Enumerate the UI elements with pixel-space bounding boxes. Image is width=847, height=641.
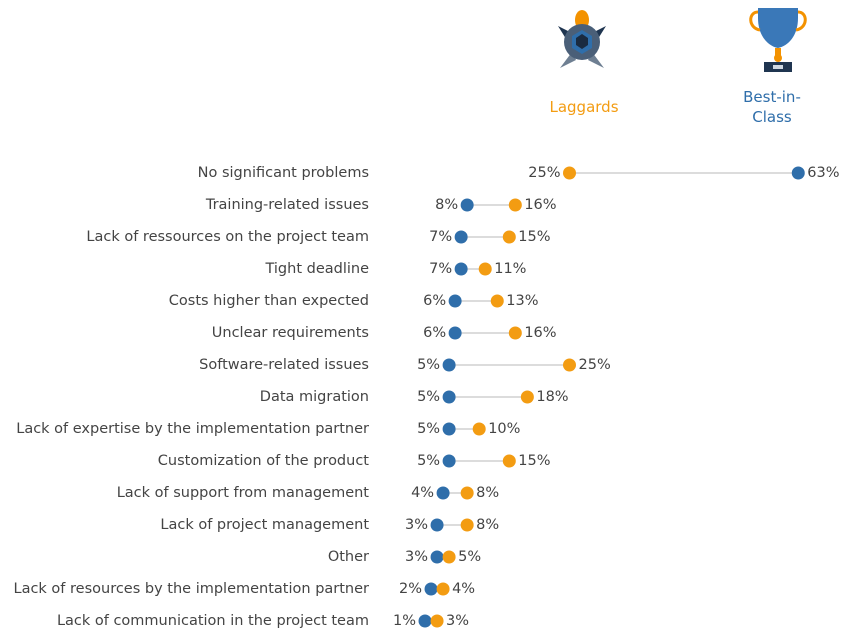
value-label: 4% — [452, 581, 475, 597]
value-label: 15% — [518, 229, 550, 245]
trophy-icon — [749, 8, 807, 72]
dot — [436, 486, 450, 500]
dot — [502, 454, 516, 468]
category-label: Customization of the product — [158, 453, 370, 469]
value-label: 25% — [579, 357, 611, 373]
category-label: Data migration — [260, 389, 369, 405]
legend-label: Laggards — [549, 98, 619, 116]
dot — [472, 422, 486, 436]
dot — [448, 326, 462, 340]
category-label: Lack of resources by the implementation … — [13, 581, 369, 597]
category-label: Lack of project management — [160, 517, 369, 533]
dot — [442, 422, 456, 436]
category-label: Training-related issues — [205, 197, 369, 213]
value-label: 5% — [458, 549, 481, 565]
value-label: 2% — [399, 581, 422, 597]
value-label: 16% — [524, 325, 556, 341]
category-label: Lack of communication in the project tea… — [57, 613, 369, 629]
dot — [436, 582, 450, 596]
dot — [442, 454, 456, 468]
dot — [460, 486, 474, 500]
dot — [520, 390, 534, 404]
value-label: 10% — [488, 421, 520, 437]
category-label: Lack of expertise by the implementation … — [16, 421, 369, 437]
value-label: 5% — [417, 453, 440, 469]
dot — [430, 518, 444, 532]
dot — [424, 582, 438, 596]
dot — [442, 358, 456, 372]
value-label: 63% — [807, 165, 839, 181]
value-label: 5% — [417, 421, 440, 437]
legend-label: Best-in-Class — [743, 88, 801, 126]
dot — [563, 166, 576, 180]
category-label: Lack of support from management — [117, 485, 370, 501]
dot — [460, 198, 474, 212]
value-label: 3% — [405, 517, 428, 533]
dot — [430, 550, 444, 564]
dot — [442, 550, 456, 564]
turtle-icon — [558, 10, 606, 68]
category-label: Other — [328, 549, 369, 565]
value-label: 15% — [518, 453, 550, 469]
value-label: 11% — [494, 261, 526, 277]
dot — [442, 390, 456, 404]
category-label: Unclear requirements — [212, 325, 369, 341]
dot — [490, 294, 504, 308]
dot — [454, 230, 468, 244]
value-label: 7% — [429, 261, 452, 277]
dot — [418, 614, 432, 628]
value-label: 16% — [524, 197, 556, 213]
dot — [448, 294, 462, 308]
value-label: 4% — [411, 485, 434, 501]
dot — [454, 262, 468, 276]
value-label: 5% — [417, 357, 440, 373]
value-label: 6% — [423, 293, 446, 309]
dot — [478, 262, 492, 276]
dot — [563, 358, 576, 372]
category-label: Tight deadline — [264, 261, 369, 277]
value-label: 18% — [536, 389, 568, 405]
value-label: 1% — [393, 613, 416, 629]
dot — [502, 230, 516, 244]
value-label: 5% — [417, 389, 440, 405]
dot — [460, 518, 474, 532]
value-label: 7% — [429, 229, 452, 245]
dot — [791, 166, 805, 180]
value-label: 3% — [405, 549, 428, 565]
value-label: 8% — [476, 485, 499, 501]
dot — [508, 326, 522, 340]
value-label: 3% — [446, 613, 469, 629]
category-label: Software-related issues — [199, 357, 369, 373]
value-label: 8% — [476, 517, 499, 533]
value-label: 13% — [506, 293, 538, 309]
value-label: 8% — [435, 197, 458, 213]
category-label: Costs higher than expected — [169, 293, 369, 309]
value-label: 25% — [528, 165, 560, 181]
category-label: No significant problems — [198, 165, 369, 181]
dot — [430, 614, 444, 628]
category-label: Lack of ressources on the project team — [86, 229, 369, 245]
value-label: 6% — [423, 325, 446, 341]
dot — [508, 198, 522, 212]
